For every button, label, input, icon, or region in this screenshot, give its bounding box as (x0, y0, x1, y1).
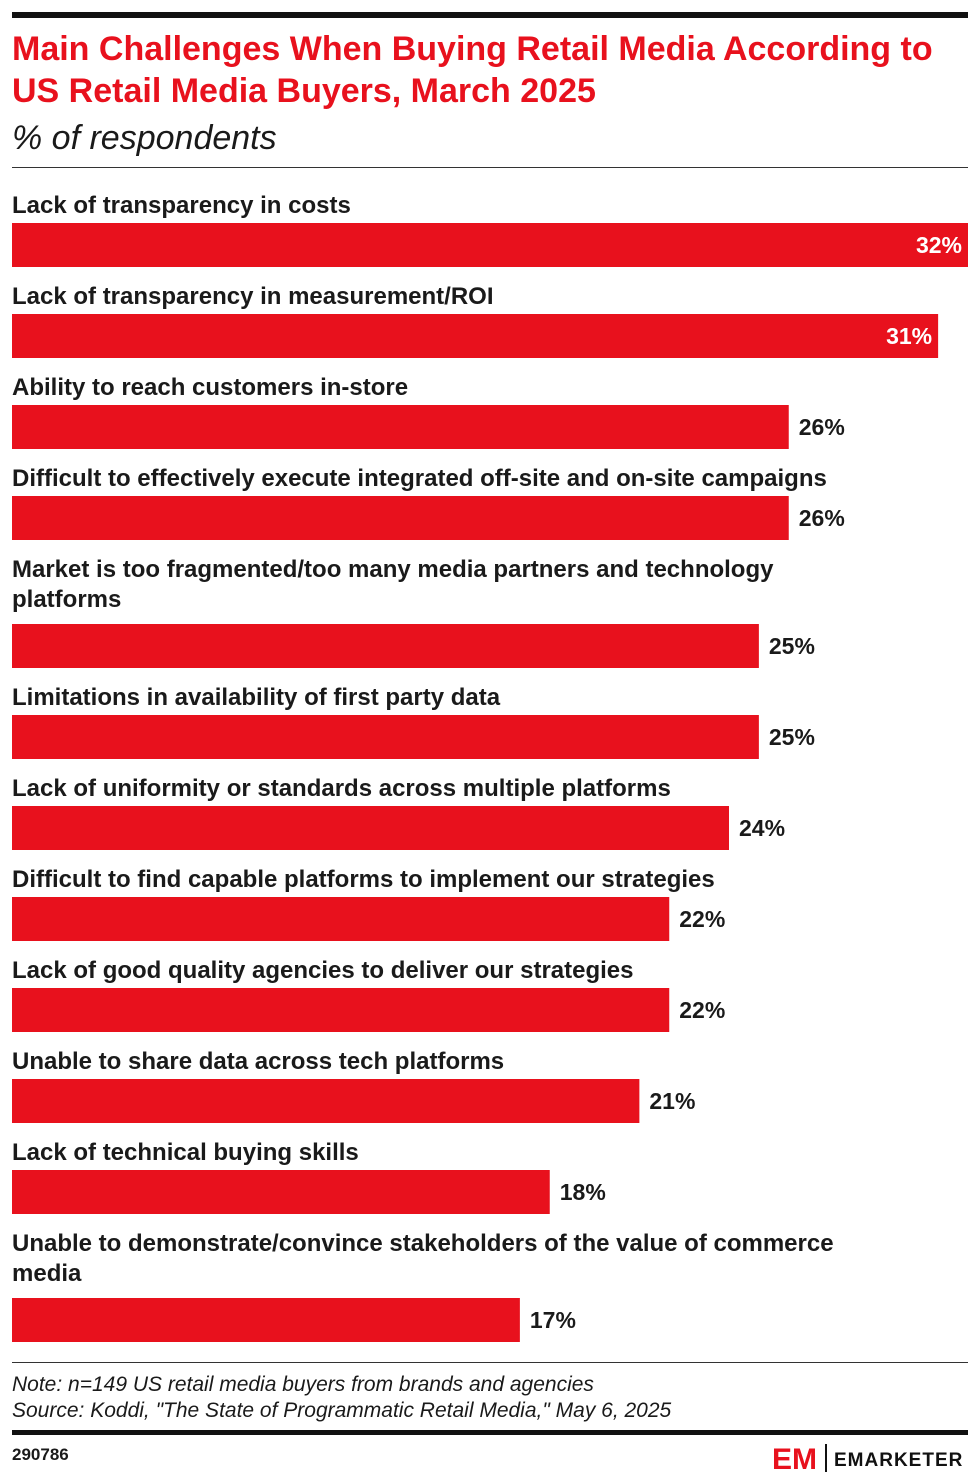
category-label: Lack of transparency in costs (12, 192, 351, 219)
logo-wordmark: EMARKETER (834, 1450, 963, 1471)
bar (12, 496, 789, 540)
value-label: 25% (769, 633, 815, 659)
bar-group: Ability to reach customers in-store 26% (12, 374, 845, 449)
category-label: Lack of uniformity or standards across m… (12, 775, 671, 802)
chart-subtitle: % of respondents (12, 119, 277, 157)
category-label: Difficult to effectively execute integra… (12, 465, 827, 492)
bar-group: Limitations in availability of first par… (12, 684, 815, 759)
category-label: Difficult to find capable platforms to i… (12, 866, 715, 893)
footer-divider (12, 1362, 968, 1363)
bar (12, 988, 670, 1032)
bar (12, 405, 789, 449)
value-label: 24% (739, 815, 785, 841)
bar-group: Lack of uniformity or standards across m… (12, 775, 785, 850)
category-label: Ability to reach customers in-store (12, 374, 408, 401)
value-label: 21% (649, 1088, 695, 1114)
chart-title: Main Challenges When Buying Retail Media… (12, 30, 933, 110)
source-text: Source: Koddi, "The State of Programmati… (12, 1399, 672, 1422)
value-label: 18% (560, 1179, 606, 1205)
bar-group: Lack of good quality agencies to deliver… (12, 957, 725, 1032)
top-rule (12, 12, 968, 18)
emarketer-logo: EM EMARKETER (772, 1443, 963, 1476)
value-label: 17% (530, 1307, 576, 1333)
header-divider (12, 167, 968, 168)
category-label: Limitations in availability of first par… (12, 684, 501, 711)
value-label: 26% (799, 505, 845, 531)
category-label: Unable to share data across tech platfor… (12, 1048, 504, 1075)
bar-group: Lack of transparency in costs 32% (12, 192, 968, 267)
bar-group: Lack of technical buying skills 18% (12, 1139, 606, 1214)
bar (12, 1170, 550, 1214)
bar (12, 806, 729, 850)
category-label: Lack of good quality agencies to deliver… (12, 957, 634, 984)
value-label: 26% (799, 414, 845, 440)
bar (12, 624, 759, 668)
value-label: 22% (679, 997, 725, 1023)
bar (12, 1298, 520, 1342)
category-label: Lack of technical buying skills (12, 1139, 359, 1166)
value-label: 32% (916, 232, 962, 258)
bar (12, 1079, 640, 1123)
bar-group: Unable to share data across tech platfor… (12, 1048, 695, 1123)
bar (12, 314, 939, 358)
bar (12, 223, 968, 267)
category-label: Lack of transparency in measurement/ROI (12, 283, 494, 310)
bar-group: Unable to demonstrate/convince stakehold… (12, 1230, 834, 1342)
logo-divider (825, 1444, 827, 1472)
footnote: Note: n=149 US retail media buyers from … (12, 1372, 671, 1424)
bar-group: Market is too fragmented/too many media … (12, 556, 815, 668)
bottom-rule (12, 1430, 968, 1435)
bar (12, 897, 670, 941)
chart-id: 290786 (12, 1445, 69, 1464)
category-label: Unable to demonstrate/convince stakehold… (12, 1230, 834, 1287)
bar-group: Lack of transparency in measurement/ROI 3… (12, 283, 939, 358)
note-text: Note: n=149 US retail media buyers from … (12, 1373, 594, 1396)
bar-group: Difficult to find capable platforms to i… (12, 866, 725, 941)
value-label: 31% (886, 323, 932, 349)
logo-mark: EM (772, 1443, 817, 1476)
bar-group: Difficult to effectively execute integra… (12, 465, 845, 540)
value-label: 22% (679, 906, 725, 932)
value-label: 25% (769, 724, 815, 750)
category-label: Market is too fragmented/too many media … (12, 556, 774, 613)
bar (12, 715, 759, 759)
